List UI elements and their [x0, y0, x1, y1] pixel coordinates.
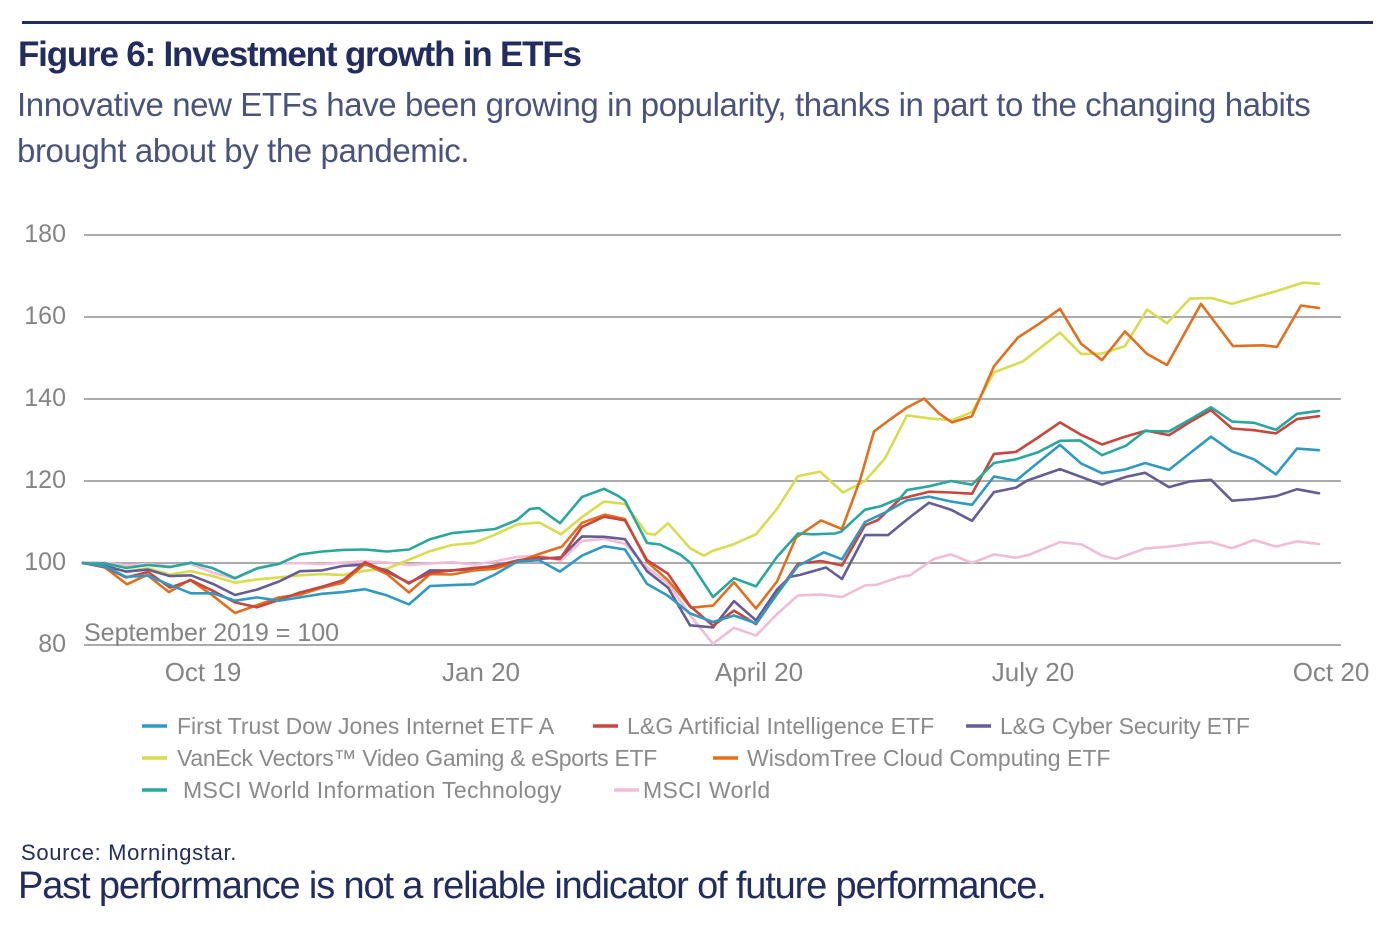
svg-text:140: 140	[24, 384, 66, 412]
svg-text:L&G Cyber Security ETF: L&G Cyber Security ETF	[1000, 713, 1250, 739]
svg-text:MSCI World: MSCI World	[643, 777, 771, 803]
svg-text:Oct 20: Oct 20	[1293, 657, 1370, 687]
svg-text:VanEck Vectors™ Video Gaming &: VanEck Vectors™ Video Gaming & eSports E…	[177, 745, 657, 771]
svg-text:First Trust Dow Jones Internet: First Trust Dow Jones Internet ETF A	[177, 713, 555, 739]
svg-text:Jan 20: Jan 20	[442, 657, 520, 687]
svg-text:160: 160	[24, 302, 66, 330]
svg-text:Oct 19: Oct 19	[165, 657, 242, 687]
svg-text:WisdomTree Cloud Computing ETF: WisdomTree Cloud Computing ETF	[747, 745, 1110, 771]
svg-text:100: 100	[24, 548, 66, 576]
svg-text:L&G Artificial Intelligence ET: L&G Artificial Intelligence ETF	[627, 713, 934, 739]
svg-text:April 20: April 20	[715, 657, 803, 687]
svg-text:80: 80	[38, 630, 66, 658]
svg-text:MSCI World Information Technol: MSCI World Information Technology	[183, 777, 562, 803]
svg-text:July 20: July 20	[992, 657, 1074, 687]
svg-text:120: 120	[24, 466, 66, 494]
svg-text:180: 180	[24, 220, 66, 248]
